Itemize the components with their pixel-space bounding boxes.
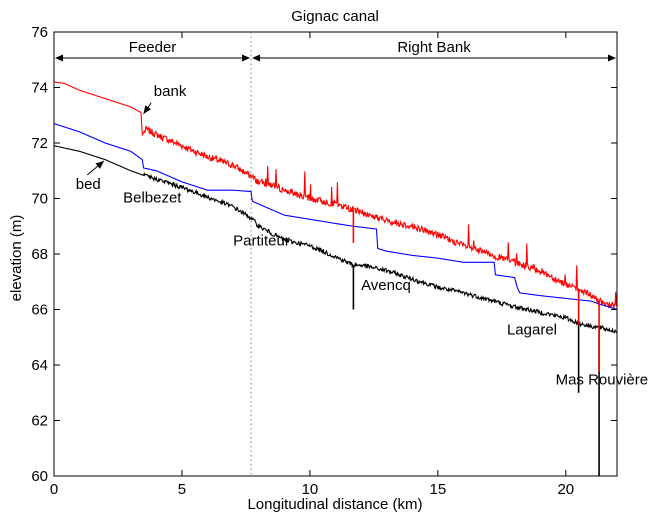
section-arrowhead-right (608, 54, 616, 62)
structure-label: Belbezet (123, 190, 182, 207)
x-tick-label: 20 (557, 481, 574, 498)
plot-frame (53, 31, 618, 477)
annotation-label-bed: bed (76, 176, 101, 193)
y-tick-label: 72 (31, 135, 48, 152)
chart-title: Gignac canal (291, 8, 379, 25)
y-tick-label: 60 (31, 468, 48, 485)
label-layer: Belbezet Partiteur Avencq Lagarel Mas Rouviè… (76, 83, 648, 389)
structure-layer (352, 209, 600, 476)
series-layer (54, 81, 617, 334)
structure-label: Lagarel (507, 321, 557, 338)
series-bank-line (54, 81, 617, 309)
series-water-line (54, 123, 617, 311)
section-arrowhead-left (252, 54, 261, 62)
axes-layer: 0 5 10 15 20 60 62 64 66 68 70 72 74 76 (31, 24, 618, 498)
structure-label: Partiteur (233, 233, 290, 250)
x-tick-label: 5 (178, 481, 186, 498)
y-tick-label: 76 (31, 24, 48, 41)
series-bed-line (54, 145, 617, 334)
x-tick-label: 15 (430, 481, 447, 498)
x-axis-label: Longitudinal distance (km) (247, 496, 422, 513)
structure-label: Avencq (361, 277, 411, 294)
y-tick-label: 68 (31, 246, 48, 263)
section-arrowhead-right (242, 54, 251, 62)
annotation-label-bank: bank (154, 83, 187, 100)
y-tick-label: 74 (31, 80, 48, 97)
y-tick-label: 62 (31, 413, 48, 430)
section-label: Right Bank (397, 39, 471, 56)
y-axis-label: elevation (m) (8, 215, 25, 302)
x-tick-label: 0 (50, 481, 58, 498)
annotation-arrowhead (95, 161, 104, 169)
structure-label: Mas Rouvière (556, 371, 649, 388)
section-arrowhead-left (55, 54, 63, 62)
y-tick-label: 64 (31, 357, 48, 374)
y-tick-label: 66 (31, 302, 48, 319)
section-layer: Feeder Right Bank (55, 32, 616, 476)
annotation-arrowhead (143, 105, 151, 114)
y-tick-label: 70 (31, 191, 48, 208)
x-tick-label: 10 (302, 481, 319, 498)
section-label: Feeder (129, 39, 177, 56)
